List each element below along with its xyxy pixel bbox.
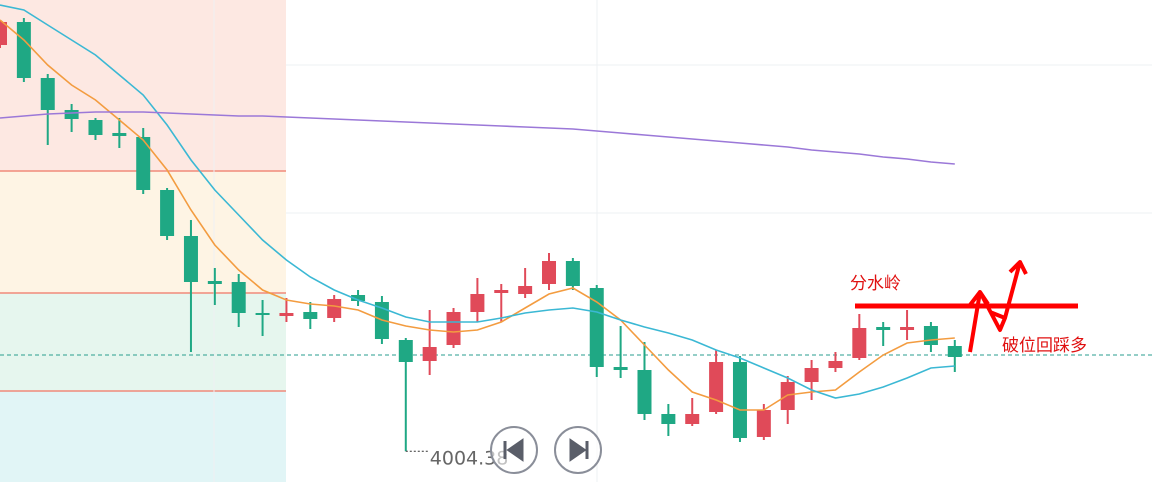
prev-icon[interactable] — [503, 438, 524, 462]
annotation: 破位回踩多 — [1002, 336, 1087, 356]
moving-average — [0, 4, 955, 399]
moving-average — [0, 111, 955, 165]
candle-body — [661, 414, 676, 424]
candle-body — [398, 340, 413, 362]
candle-body — [828, 361, 843, 368]
candle-body — [685, 414, 700, 424]
candle-body — [709, 362, 724, 412]
zones — [0, 0, 286, 482]
candle-body — [207, 281, 222, 284]
annotation: 分水岭 — [850, 274, 901, 294]
candle-body — [16, 22, 31, 78]
moving-average — [0, 19, 955, 411]
candle-body — [637, 370, 652, 414]
drawn-arrow — [968, 260, 1028, 353]
next-button[interactable] — [554, 426, 602, 474]
candle-body — [756, 410, 771, 437]
candle-body — [589, 288, 604, 367]
candle-body — [900, 327, 915, 330]
low-label: 4004.38 — [430, 448, 509, 470]
candle-body — [327, 299, 342, 318]
candle-body — [112, 133, 127, 136]
candle-body — [351, 295, 366, 301]
prev-button[interactable] — [490, 426, 538, 474]
candle-body — [422, 347, 437, 361]
candle-body — [565, 261, 580, 286]
candle-body — [470, 294, 485, 312]
candle-body — [732, 362, 747, 438]
candle-body — [255, 313, 270, 315]
candle-body — [494, 290, 509, 293]
candle-body — [183, 236, 198, 282]
candle-body — [0, 22, 7, 45]
candle-body — [947, 346, 962, 357]
candle-body — [804, 368, 819, 382]
candle-body — [542, 261, 557, 284]
candle-body — [279, 313, 294, 316]
next-icon[interactable] — [569, 438, 589, 462]
candle-body — [876, 327, 891, 330]
candle-body — [64, 110, 79, 119]
candle-body — [613, 367, 628, 370]
candle-body — [136, 137, 151, 190]
candle-body — [446, 312, 461, 345]
marks: 4004.38 — [0, 4, 1152, 470]
candle-body — [518, 286, 533, 294]
candle-body — [88, 120, 103, 135]
candle-body — [852, 328, 867, 358]
candle-body — [160, 190, 175, 236]
candle-body — [923, 326, 938, 345]
candle-body — [780, 382, 795, 410]
candle-body — [40, 78, 55, 110]
candle-body — [303, 312, 318, 319]
zone — [0, 391, 286, 482]
candle-body — [231, 282, 246, 313]
